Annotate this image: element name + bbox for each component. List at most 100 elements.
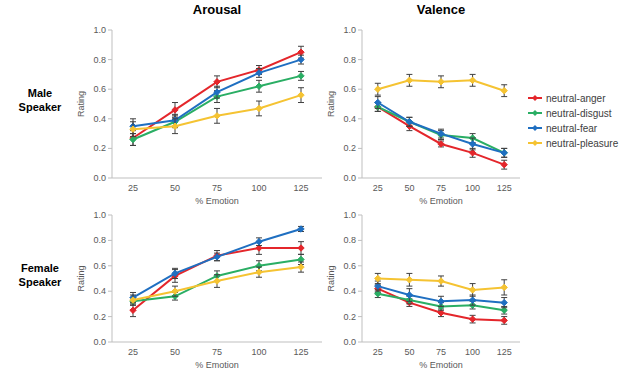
y-tick-label: 0.2 xyxy=(343,143,356,153)
error-bar xyxy=(298,262,304,272)
point xyxy=(406,119,412,125)
y-axis xyxy=(112,30,113,178)
error-cap xyxy=(130,292,136,293)
error-bar xyxy=(406,289,412,302)
error-bar xyxy=(501,298,507,308)
error-bar xyxy=(438,131,444,140)
y-tick-label: 0.8 xyxy=(343,235,356,245)
error-cap xyxy=(375,96,381,97)
error-bar xyxy=(501,85,507,97)
error-cap xyxy=(298,254,304,255)
y-tick xyxy=(358,59,362,60)
error-cap xyxy=(375,108,381,109)
error-cap xyxy=(256,101,262,102)
error-cap xyxy=(130,316,136,317)
error-bar xyxy=(172,268,178,278)
legend: neutral-angerneutral-disgustneutral-fear… xyxy=(528,93,619,149)
point xyxy=(172,270,178,276)
error-cap xyxy=(501,157,507,158)
point xyxy=(501,299,507,305)
y-tick xyxy=(108,118,112,119)
point xyxy=(501,87,507,93)
y-tick xyxy=(358,316,362,317)
x-tick-label: 50 xyxy=(404,183,414,193)
error-cap xyxy=(406,117,412,118)
plot-area xyxy=(130,46,304,145)
legend-label: neutral-pleasure xyxy=(546,138,619,149)
point xyxy=(172,107,178,113)
point xyxy=(298,256,304,262)
error-bar xyxy=(298,55,304,64)
x-axis-label: % Emotion xyxy=(419,360,463,370)
error-cap xyxy=(501,307,507,308)
y-tick-label: 0.4 xyxy=(93,286,106,296)
error-cap xyxy=(256,77,262,78)
x-axis-label: % Emotion xyxy=(419,196,463,206)
series-line xyxy=(133,76,301,140)
error-bar xyxy=(130,119,136,134)
error-bar xyxy=(298,242,304,255)
x-tick-label: 50 xyxy=(404,347,414,357)
x-tick-label: 75 xyxy=(436,183,446,193)
point xyxy=(298,92,304,98)
error-cap xyxy=(406,130,412,131)
error-cap xyxy=(501,169,507,170)
error-cap xyxy=(298,102,304,103)
point xyxy=(256,105,262,111)
error-cap xyxy=(130,305,136,306)
point xyxy=(375,291,381,297)
point xyxy=(172,123,178,129)
error-bar xyxy=(406,117,412,126)
point xyxy=(214,89,220,95)
error-cap xyxy=(172,118,178,119)
error-cap xyxy=(298,64,304,65)
title: Arousal xyxy=(193,2,241,17)
legend-label: neutral-anger xyxy=(546,93,606,104)
y-tick xyxy=(108,316,112,317)
error-cap xyxy=(256,115,262,116)
error-bar xyxy=(172,286,178,296)
error-bar xyxy=(438,76,444,88)
point xyxy=(406,77,412,83)
error-cap xyxy=(438,306,444,307)
plot-area xyxy=(375,273,508,324)
error-cap xyxy=(214,123,220,124)
error-bar xyxy=(470,148,476,157)
point xyxy=(469,141,475,147)
point xyxy=(172,288,178,294)
error-bar xyxy=(214,253,220,261)
legend-marker xyxy=(532,95,538,101)
error-cap xyxy=(172,296,178,297)
error-bar xyxy=(256,238,262,246)
error-cap xyxy=(172,278,178,279)
point xyxy=(438,130,444,136)
x-tick-label: 125 xyxy=(293,183,308,193)
legend-label: neutral-fear xyxy=(546,123,598,134)
point xyxy=(438,310,444,316)
y-axis-label: Rating xyxy=(326,91,336,117)
series-line xyxy=(378,103,504,153)
error-cap xyxy=(214,270,220,271)
point xyxy=(469,297,475,303)
panel: 0.00.20.40.60.81.0255075100125% EmotionR… xyxy=(326,2,520,206)
error-cap xyxy=(256,254,262,255)
error-cap xyxy=(375,111,381,112)
error-cap xyxy=(214,274,220,275)
error-bar xyxy=(375,273,381,283)
x-axis-label: % Emotion xyxy=(195,360,239,370)
y-tick-label: 0.2 xyxy=(93,312,106,322)
x-tick-label: 75 xyxy=(436,347,446,357)
error-cap xyxy=(501,96,507,97)
y-tick xyxy=(108,342,112,343)
error-cap xyxy=(406,273,412,274)
error-cap xyxy=(298,241,304,242)
series xyxy=(130,46,304,145)
x-tick-label: 125 xyxy=(497,183,512,193)
error-cap xyxy=(470,305,476,306)
point xyxy=(298,49,304,55)
error-cap xyxy=(298,80,304,81)
error-cap xyxy=(130,295,136,296)
y-axis xyxy=(112,215,113,342)
x-tick-label: 50 xyxy=(170,183,180,193)
point xyxy=(298,264,304,270)
